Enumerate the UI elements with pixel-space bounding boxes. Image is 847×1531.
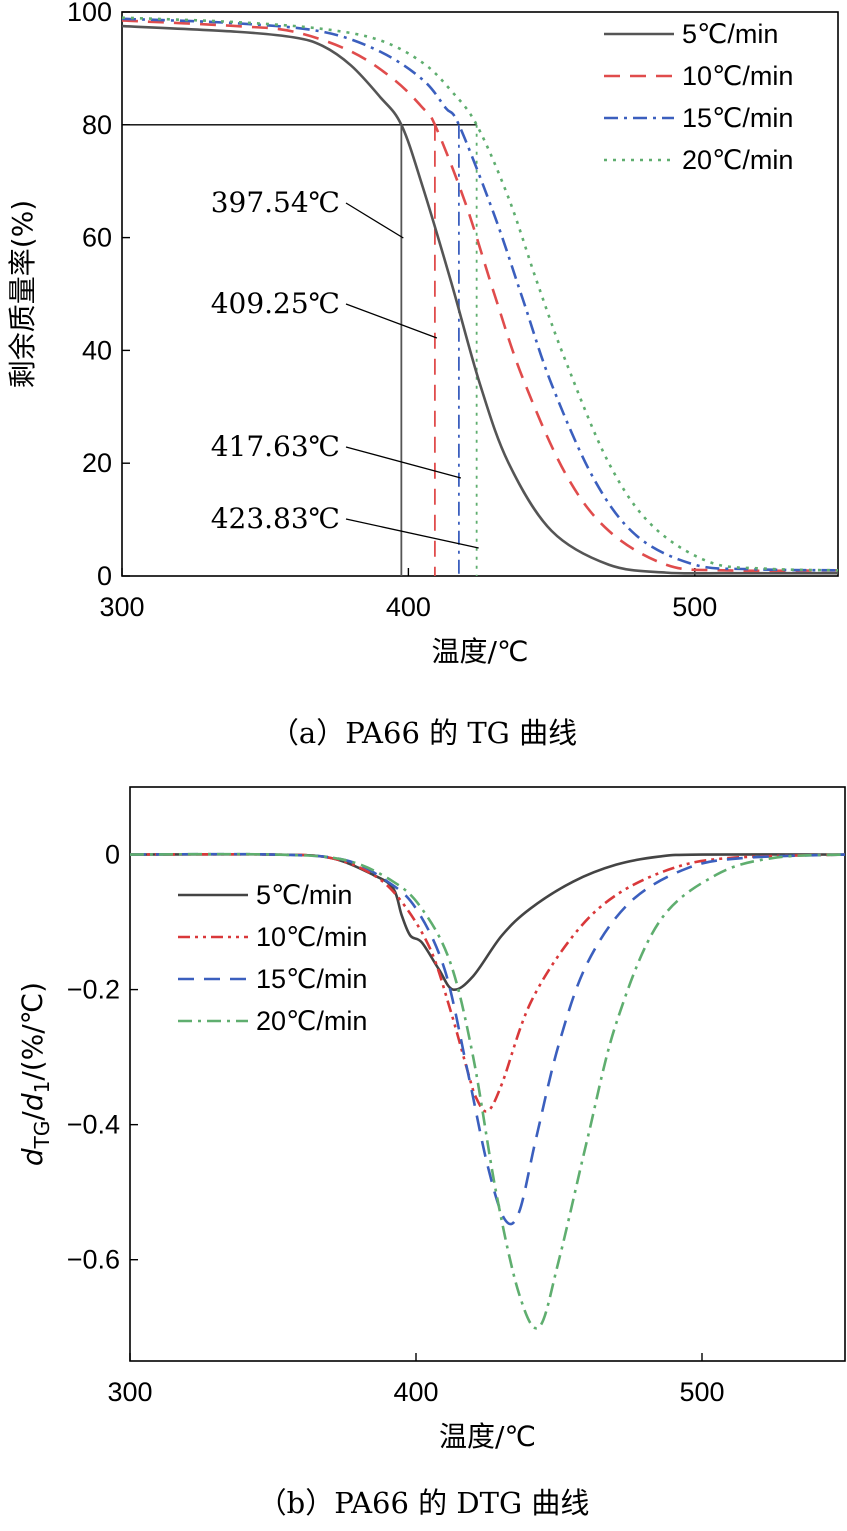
- series-line: [129, 852, 846, 1226]
- x-tick-label: 500: [679, 1377, 724, 1407]
- x-axis-label: 温度/℃: [439, 1420, 536, 1453]
- legend-label: 20℃/min: [682, 145, 793, 175]
- y-tick-label: 60: [82, 223, 112, 253]
- y-axis-label: 剩余质量率(%): [6, 200, 39, 388]
- x-tick-label: 500: [672, 592, 717, 622]
- legend-label: 10℃/min: [256, 922, 367, 952]
- annotation-leader: [345, 303, 438, 339]
- plot-frame: [129, 786, 846, 1362]
- annotation-leader: [345, 518, 479, 549]
- series-line: [129, 852, 846, 1330]
- y-tick-label: 80: [82, 110, 112, 140]
- annotation-leader: [345, 446, 462, 479]
- tg-chart: 300 400 500 0 20 40 60 80 100 温度/℃ 剩余质量率(%) 397.54℃…: [6, 0, 839, 668]
- x-tick-label: 300: [107, 1377, 152, 1407]
- x-axis-label: 温度/℃: [432, 635, 529, 668]
- y-tick-label: 0: [97, 561, 112, 591]
- dtg-chart-caption: （b）PA66 的 DTG 曲线: [257, 1486, 590, 1520]
- y-tick-label: 20: [82, 448, 112, 478]
- x-tick-label: 300: [99, 592, 144, 622]
- legend-label: 15℃/min: [256, 964, 367, 994]
- series-line: [121, 16, 839, 572]
- series-line: [129, 852, 846, 1113]
- legend-label: 5℃/min: [256, 880, 352, 910]
- onset-temperature-label: 397.54℃: [211, 186, 340, 219]
- legend-label: 5℃/min: [682, 19, 778, 49]
- tg-chart-caption: （a）PA66 的 TG 曲线: [269, 716, 578, 750]
- series-line: [121, 19, 839, 573]
- y-tick-label: −0.2: [67, 975, 120, 1005]
- onset-temperature-label: 423.83℃: [211, 502, 340, 535]
- x-tick-label: 400: [386, 592, 431, 622]
- series-line: [121, 24, 839, 575]
- y-tick-label: −0.4: [67, 1110, 120, 1140]
- dtg-chart: 300 400 500 0 −0.2 −0.4 −0.6 温度/℃ dTG/d1/(%/℃) 5℃…: [16, 786, 846, 1453]
- y-tick-label: −0.6: [67, 1245, 120, 1275]
- onset-temperature-label: 409.25℃: [211, 287, 340, 320]
- y-tick-label: 0: [105, 840, 120, 870]
- y-tick-label: 40: [82, 335, 112, 365]
- x-tick-label: 400: [393, 1377, 438, 1407]
- legend-label: 10℃/min: [682, 61, 793, 91]
- tg-chart-panel: 300 400 500 0 20 40 60 80 100 温度/℃ 剩余质量率(%) 397.54℃…: [0, 0, 847, 760]
- onset-temperature-label: 417.63℃: [211, 430, 340, 463]
- annotation-leader: [345, 202, 404, 239]
- series-line: [121, 17, 839, 572]
- plot-frame: [121, 11, 839, 577]
- y-axis-label: dTG/d1/(%/℃): [16, 982, 54, 1166]
- legend-label: 15℃/min: [682, 103, 793, 133]
- series-line: [129, 852, 846, 991]
- dtg-chart-panel: 300 400 500 0 −0.2 −0.4 −0.6 温度/℃ dTG/d1/(%/℃) 5℃…: [0, 760, 847, 1531]
- legend-label: 20℃/min: [256, 1006, 367, 1036]
- y-tick-label: 100: [67, 0, 112, 27]
